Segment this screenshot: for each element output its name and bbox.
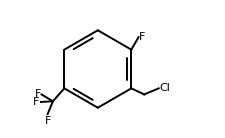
Text: F: F bbox=[33, 97, 39, 107]
Text: F: F bbox=[139, 32, 145, 42]
Text: F: F bbox=[34, 89, 40, 99]
Text: F: F bbox=[44, 116, 51, 126]
Text: Cl: Cl bbox=[159, 83, 170, 93]
